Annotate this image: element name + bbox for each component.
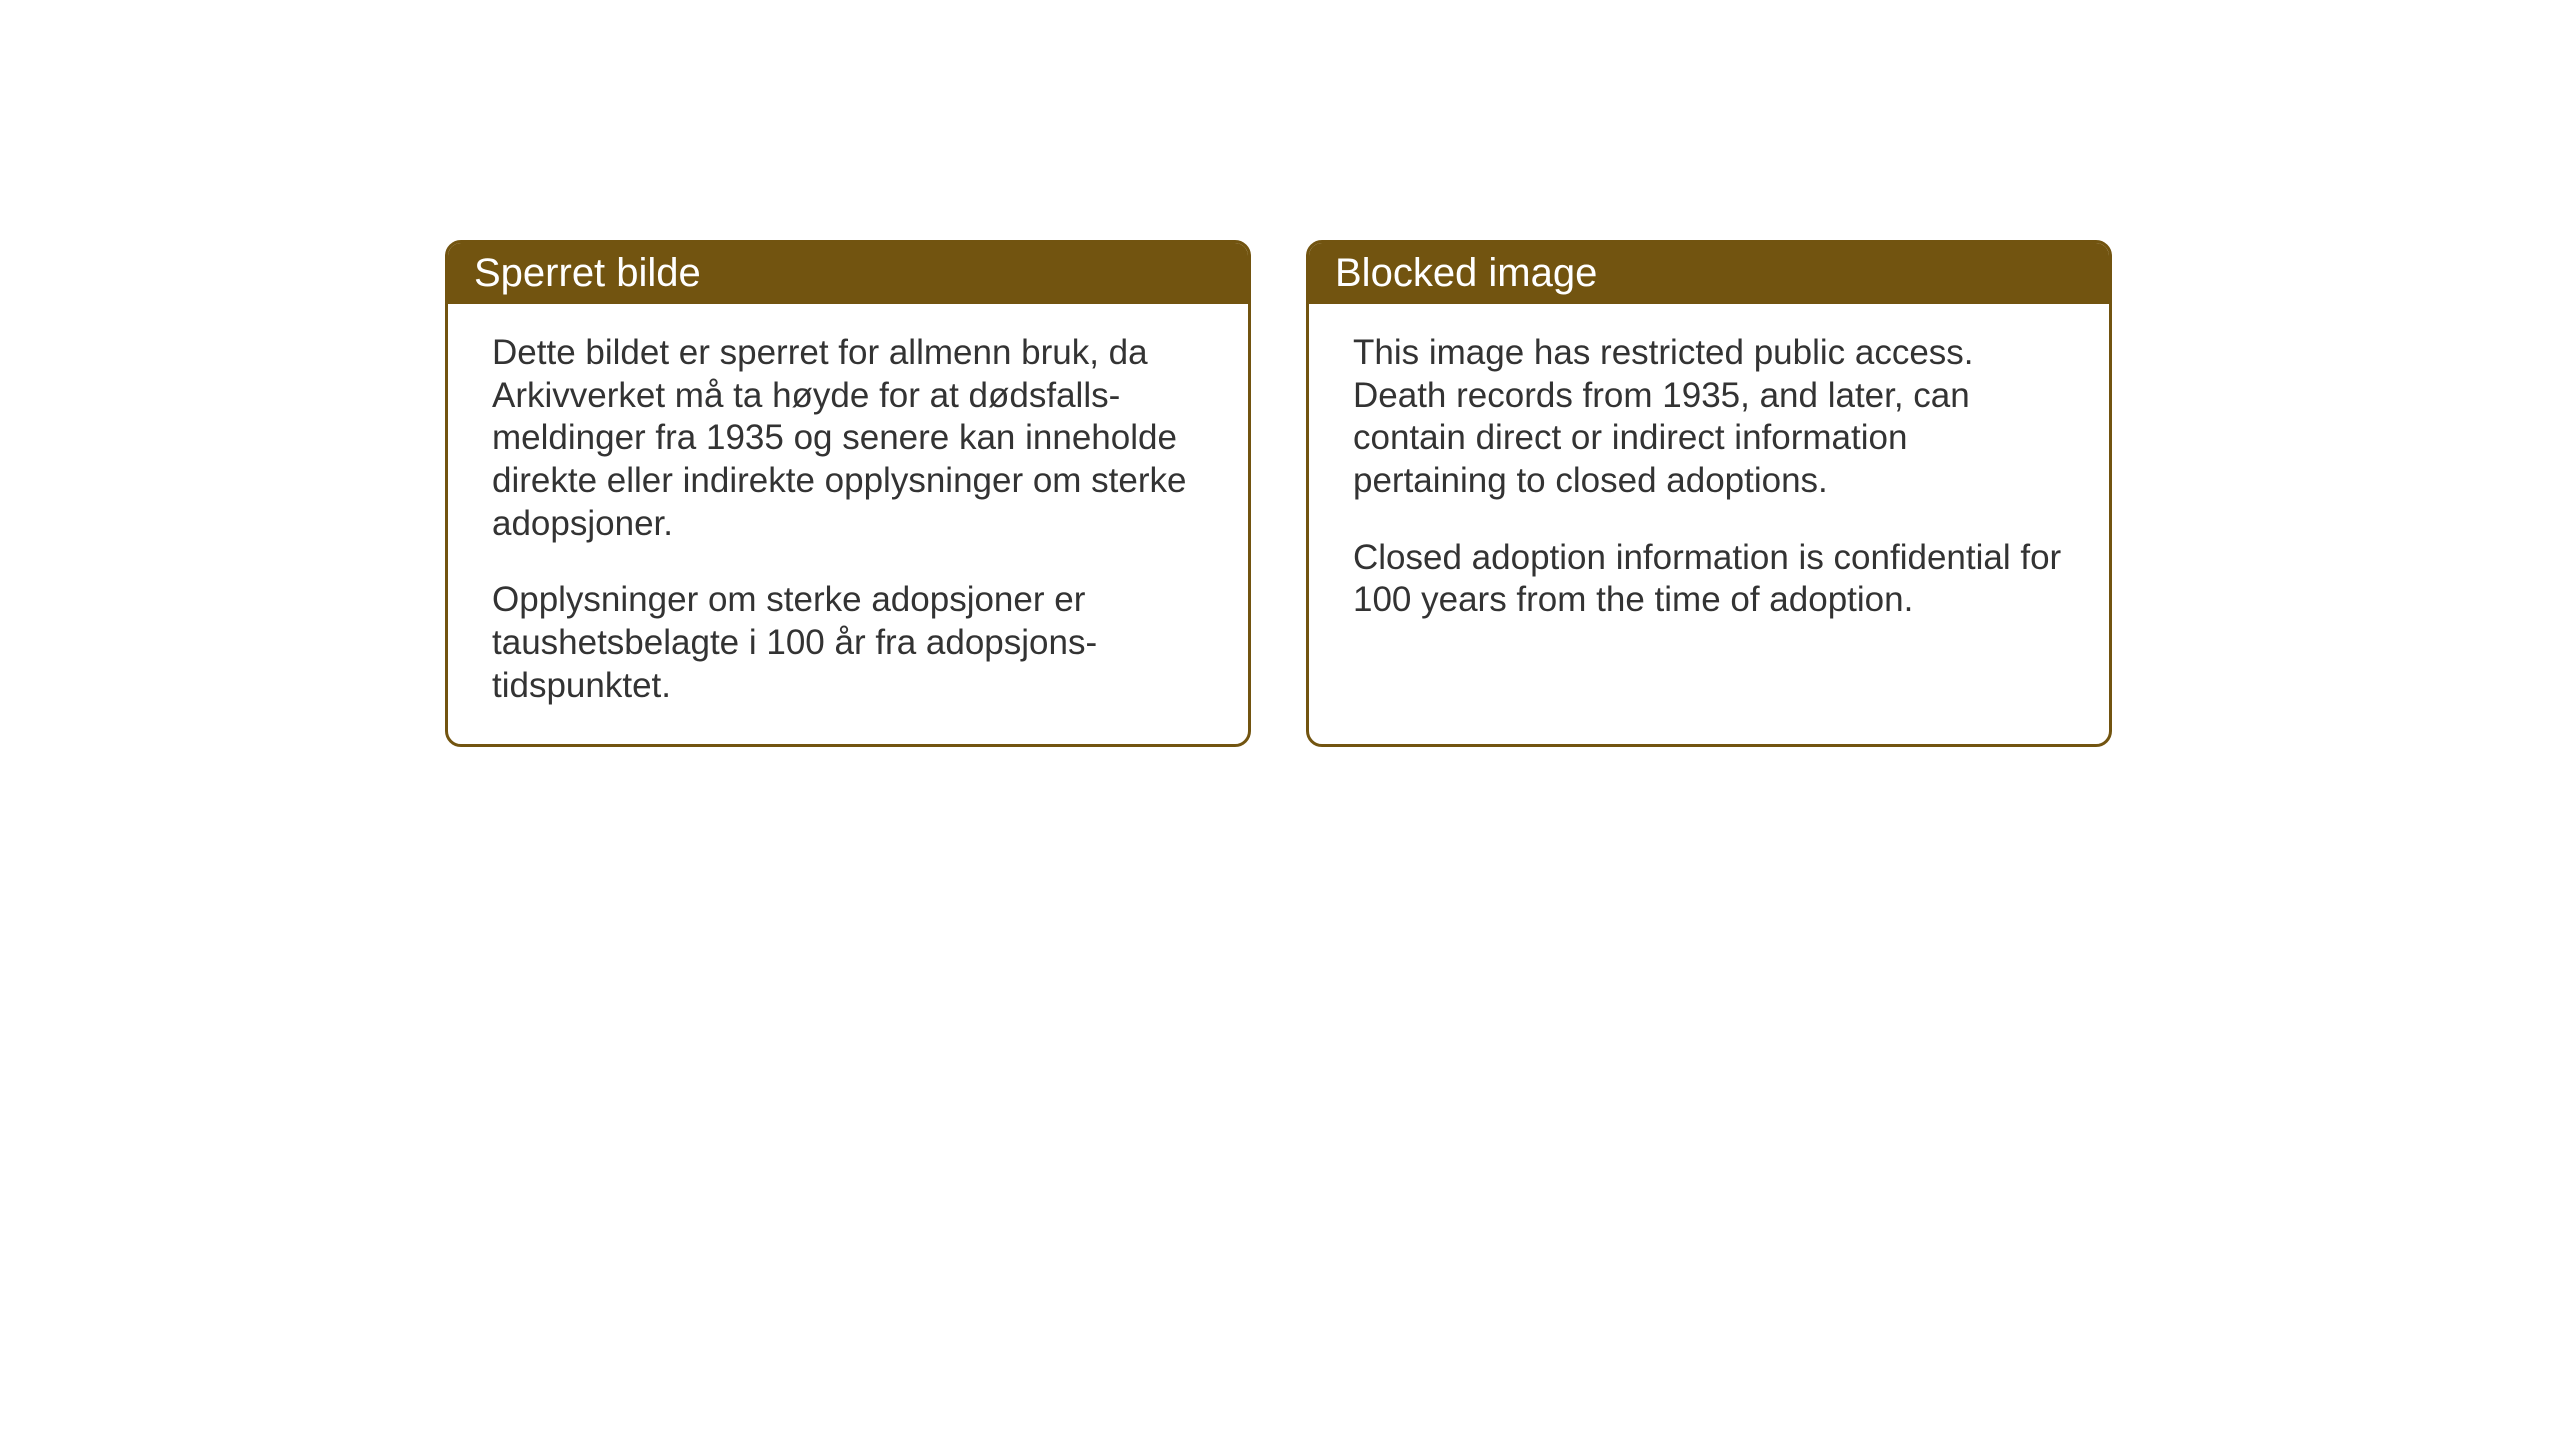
card-para2-norwegian: Opplysninger om sterke adopsjoner er tau… [492,579,1204,707]
notice-card-norwegian: Sperret bilde Dette bildet er sperret fo… [445,240,1251,747]
card-header-norwegian: Sperret bilde [448,243,1248,304]
card-header-english: Blocked image [1309,243,2109,304]
notice-container: Sperret bilde Dette bildet er sperret fo… [445,240,2112,747]
card-title-norwegian: Sperret bilde [474,251,701,295]
notice-card-english: Blocked image This image has restricted … [1306,240,2112,747]
card-body-norwegian: Dette bildet er sperret for allmenn bruk… [448,304,1248,744]
card-para1-norwegian: Dette bildet er sperret for allmenn bruk… [492,332,1204,545]
card-para1-english: This image has restricted public access.… [1353,332,2065,503]
card-para2-english: Closed adoption information is confident… [1353,537,2065,622]
card-body-english: This image has restricted public access.… [1309,304,2109,724]
card-title-english: Blocked image [1335,251,1597,295]
